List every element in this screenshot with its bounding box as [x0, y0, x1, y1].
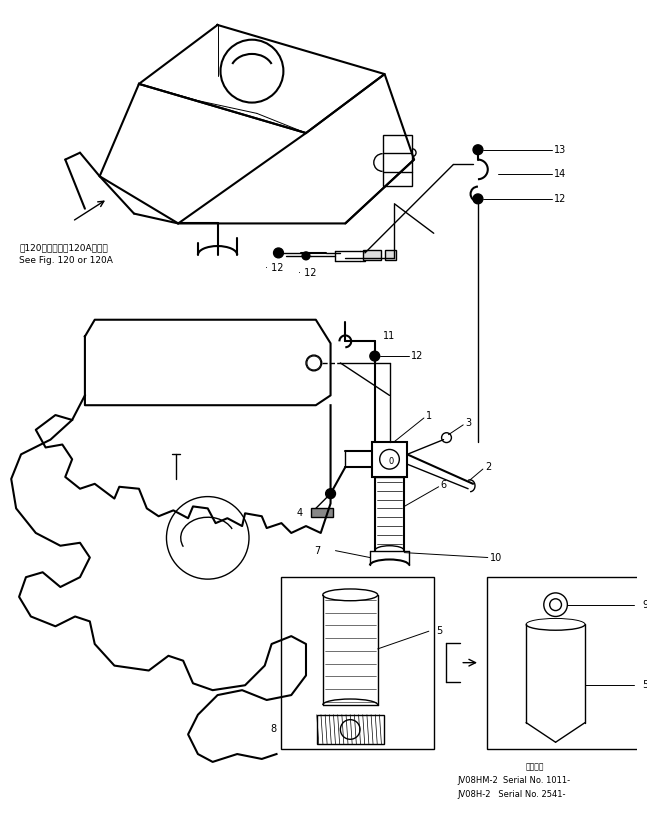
- Text: 8: 8: [270, 725, 276, 735]
- Circle shape: [370, 352, 380, 361]
- Text: 6: 6: [441, 480, 446, 490]
- Text: 12: 12: [554, 194, 566, 204]
- Text: 11: 11: [382, 331, 395, 342]
- Text: See Fig. 120 or 120A: See Fig. 120 or 120A: [19, 256, 113, 266]
- Text: 14: 14: [554, 170, 566, 180]
- Bar: [281, 577, 433, 749]
- Text: 5: 5: [437, 626, 443, 636]
- Circle shape: [302, 252, 310, 260]
- Text: 0: 0: [389, 457, 394, 466]
- Text: · 12: · 12: [298, 267, 316, 277]
- Text: JV08HM-2  Serial No. 1011-: JV08HM-2 Serial No. 1011-: [457, 776, 571, 785]
- Circle shape: [274, 248, 283, 258]
- Text: 5: 5: [642, 681, 647, 691]
- Text: 7: 7: [314, 545, 321, 555]
- Text: 12: 12: [411, 351, 424, 361]
- Bar: [382, 135, 412, 186]
- Text: 1: 1: [426, 411, 432, 421]
- Bar: [311, 509, 333, 517]
- Text: · 12: · 12: [265, 263, 283, 273]
- Text: 適用当記: 適用当記: [526, 762, 545, 772]
- Bar: [372, 442, 407, 477]
- Text: 4: 4: [296, 509, 302, 519]
- Text: 第120図または第120A図参照: 第120図または第120A図参照: [19, 244, 108, 252]
- Circle shape: [325, 488, 336, 498]
- Text: 10: 10: [490, 553, 502, 563]
- Text: 13: 13: [554, 144, 566, 154]
- Text: 3: 3: [465, 418, 471, 428]
- Bar: [317, 715, 384, 744]
- Bar: [363, 250, 380, 260]
- Bar: [487, 577, 639, 749]
- Text: 9: 9: [642, 600, 647, 610]
- Text: 2: 2: [485, 462, 491, 472]
- Bar: [384, 250, 397, 260]
- Text: JV08H-2   Serial No. 2541-: JV08H-2 Serial No. 2541-: [457, 790, 566, 799]
- Circle shape: [473, 194, 483, 204]
- Circle shape: [473, 144, 483, 154]
